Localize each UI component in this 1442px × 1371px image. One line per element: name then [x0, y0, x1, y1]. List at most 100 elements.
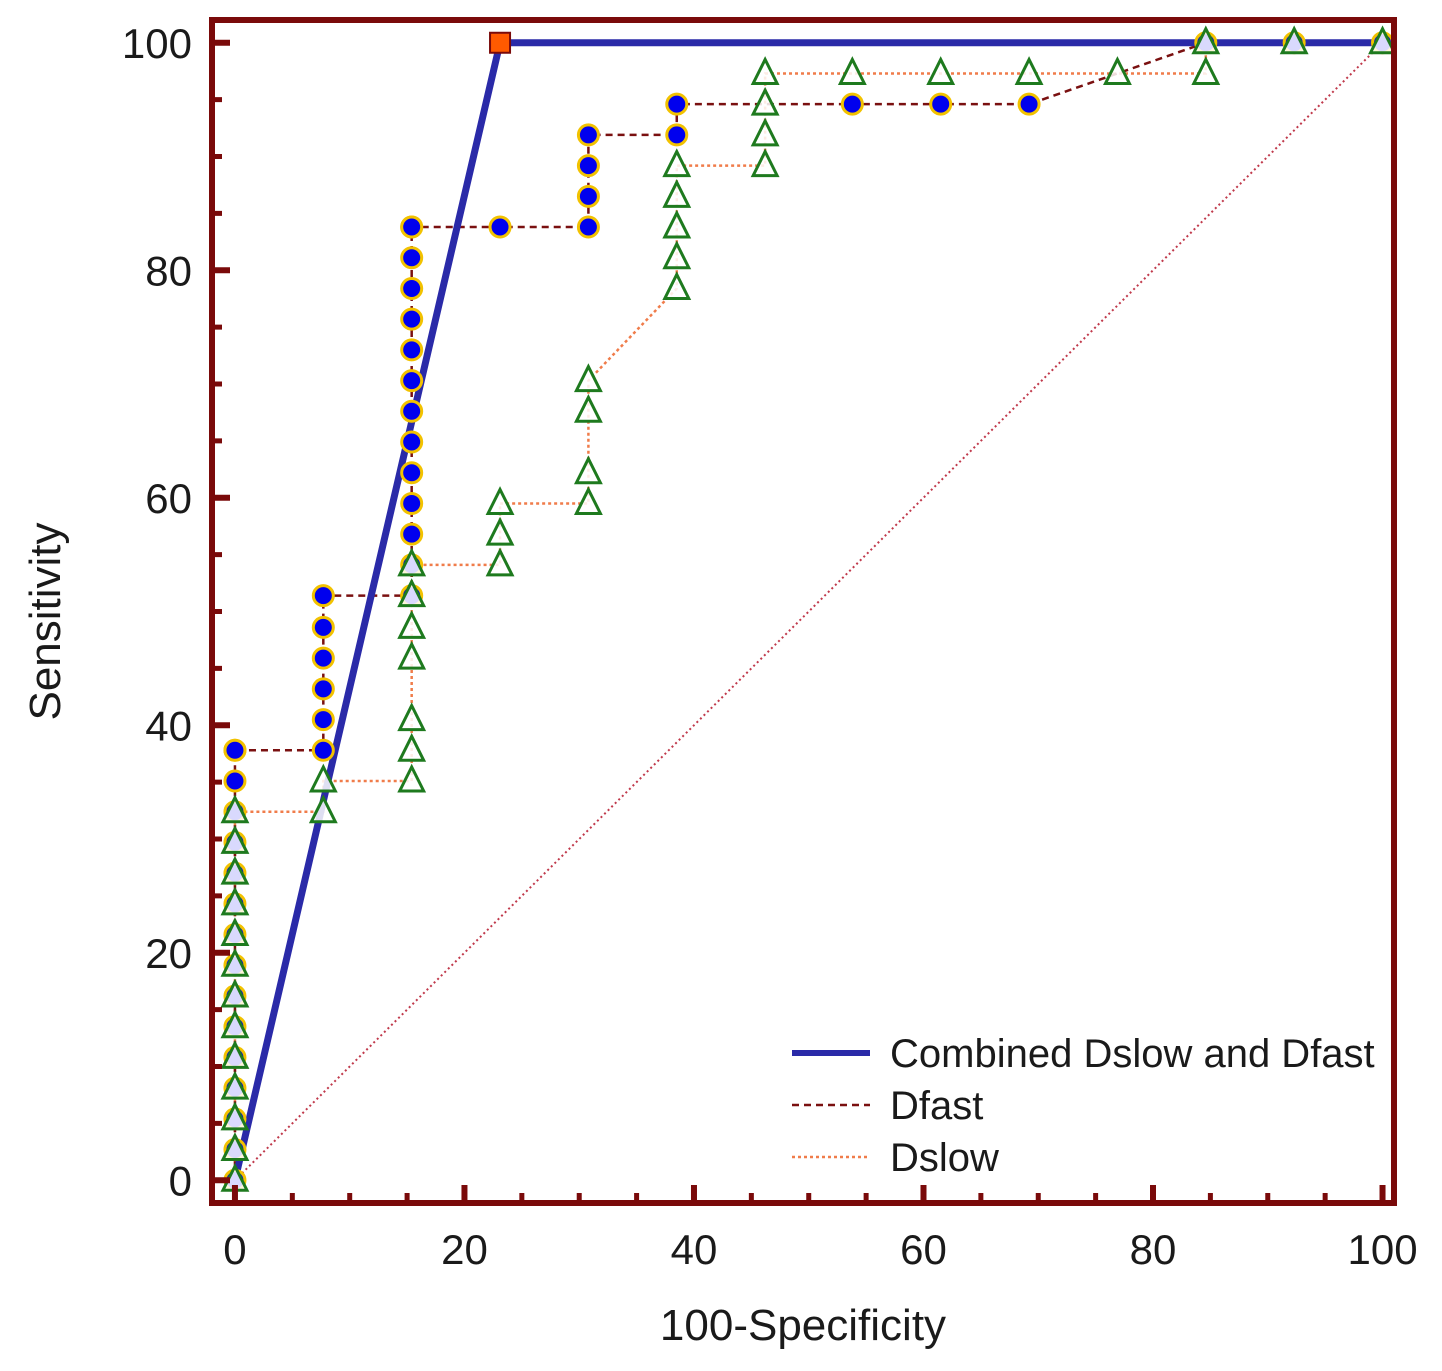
x-tick-label: 0 — [223, 1226, 246, 1273]
dslow-point — [220, 794, 250, 824]
dfast-point — [311, 646, 335, 670]
dslow-point — [1191, 25, 1221, 55]
reference-diagonal — [234, 42, 1384, 1181]
dslow-point — [220, 1070, 250, 1100]
dslow-point — [308, 794, 338, 824]
dslow-point — [308, 763, 338, 793]
dfast-point — [400, 430, 424, 454]
x-tick-label: 100 — [1347, 1226, 1417, 1273]
dfast-point — [665, 123, 689, 147]
dfast-point — [400, 246, 424, 270]
dfast-point — [400, 276, 424, 300]
dslow-point — [750, 148, 780, 178]
dfast-point — [223, 769, 247, 793]
y-axis-title: Sensitivity — [21, 522, 70, 720]
dslow-point — [220, 917, 250, 947]
dslow-point — [662, 178, 692, 208]
dslow-point — [750, 86, 780, 116]
dfast-point — [311, 584, 335, 608]
dslow-point — [220, 1009, 250, 1039]
y-tick-label: 80 — [145, 247, 192, 294]
dfast-point — [1017, 92, 1041, 116]
tick-layer — [212, 39, 1386, 1203]
dslow-point — [397, 732, 427, 762]
dslow-point — [397, 547, 427, 577]
x-axis-title: 100-Specificity — [660, 1301, 946, 1350]
dfast-point — [311, 677, 335, 701]
dslow-point — [1368, 25, 1397, 55]
dfast-point — [311, 615, 335, 639]
dslow-point — [220, 855, 250, 885]
dfast-point — [576, 123, 600, 147]
dslow-point — [750, 117, 780, 147]
legend: Combined Dslow and Dfast Dfast Dslow — [792, 1032, 1375, 1180]
dfast-point — [400, 399, 424, 423]
dfast-point — [400, 215, 424, 239]
dslow-point — [1014, 56, 1044, 85]
y-tick-label: 100 — [122, 20, 192, 67]
dslow-point — [485, 516, 515, 546]
dslow-point — [485, 486, 515, 515]
y-tick-label: 0 — [169, 1157, 192, 1204]
dslow-point — [662, 240, 692, 270]
dslow-point — [220, 1101, 250, 1131]
x-tick-label: 60 — [900, 1226, 947, 1273]
dfast-point — [929, 92, 953, 116]
dslow-point — [485, 547, 515, 577]
legend-label-dslow: Dslow — [890, 1136, 999, 1180]
dslow-point — [573, 486, 603, 515]
dfast-point — [840, 92, 864, 116]
dfast-point — [400, 461, 424, 485]
dfast-point — [400, 491, 424, 515]
dfast-point — [400, 369, 424, 393]
dslow-point — [1279, 25, 1309, 55]
dslow-point — [397, 640, 427, 670]
legend-label-combined: Combined Dslow and Dfast — [890, 1032, 1375, 1076]
dfast-point — [488, 215, 512, 239]
dslow-point — [837, 56, 867, 85]
x-tick-label: 20 — [441, 1226, 488, 1273]
x-tick-label: 40 — [671, 1226, 718, 1273]
dslow-point — [397, 702, 427, 732]
tick-label-layer: 0 20 40 60 80 100 0 20 40 60 80 100 — [122, 20, 1418, 1273]
dslow-point — [662, 148, 692, 178]
dslow-point — [662, 271, 692, 300]
dfast-point — [400, 338, 424, 362]
dslow-point — [1103, 56, 1132, 85]
dfast-point — [400, 307, 424, 331]
y-tick-label: 60 — [145, 475, 192, 522]
dslow-point — [397, 578, 427, 608]
dslow-point — [926, 56, 956, 85]
dslow-point — [573, 363, 603, 393]
dslow-point — [220, 886, 250, 916]
dslow-point — [397, 610, 427, 639]
dfast-point — [576, 184, 600, 208]
dslow-point — [220, 947, 250, 977]
dfast-point — [311, 738, 335, 762]
combined-point — [489, 31, 512, 54]
dslow-point — [220, 825, 250, 854]
y-tick-label: 20 — [145, 930, 192, 977]
y-tick-label: 40 — [145, 702, 192, 749]
dslow-point — [397, 763, 427, 793]
dslow-point — [662, 209, 692, 239]
dfast-point — [223, 738, 247, 762]
marker-layer — [220, 25, 1397, 1192]
dslow-point — [573, 393, 603, 423]
dfast-point — [400, 522, 424, 546]
dfast-point — [311, 708, 335, 732]
dslow-point — [220, 1132, 250, 1162]
dfast-point — [665, 92, 689, 116]
dslow-point — [220, 1040, 250, 1069]
x-tick-label: 80 — [1130, 1226, 1177, 1273]
dfast-point — [576, 215, 600, 239]
dslow-point — [573, 455, 603, 485]
reference-layer — [234, 42, 1384, 1181]
dslow-point — [750, 56, 780, 85]
dslow-point — [220, 978, 250, 1008]
legend-label-dfast: Dfast — [890, 1084, 983, 1128]
dfast-point — [576, 154, 600, 178]
dslow-point — [1191, 56, 1221, 85]
